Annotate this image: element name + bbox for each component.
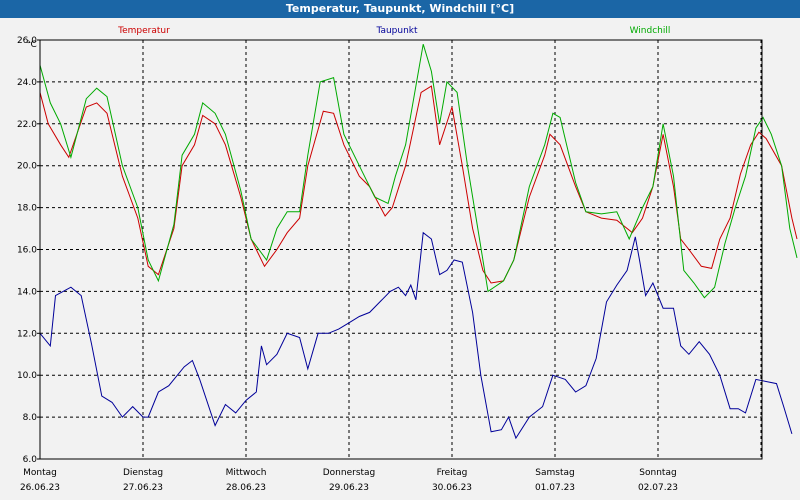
series-line-windchill bbox=[39, 44, 798, 299]
series-line-taupunkt bbox=[39, 231, 793, 440]
x-tick-day: Samstag bbox=[535, 468, 574, 478]
x-tick-label: Dienstag 27.06.23 bbox=[123, 468, 163, 493]
y-tick-label: 14.0 bbox=[17, 287, 37, 297]
plot-area: 6.0 8.0 10.0 12.0 14.0 16.0 18.0 20.0 22.0 24.0 26… bbox=[0, 18, 800, 500]
x-tick-date: 29.06.23 bbox=[329, 483, 369, 493]
y-tick-label: 18.0 bbox=[17, 204, 37, 214]
x-tick-label: Donnerstag 29.06.23 bbox=[323, 468, 376, 493]
series-line-temperatur bbox=[39, 85, 798, 284]
y-axis-unit: °C bbox=[26, 40, 37, 50]
x-tick-date: 30.06.23 bbox=[432, 483, 472, 493]
y-tick-label: 10.0 bbox=[17, 371, 37, 381]
x-tick-date: 02.07.23 bbox=[638, 483, 678, 493]
x-tick-day: Montag bbox=[23, 468, 57, 478]
x-tick-label: Mittwoch 28.06.23 bbox=[226, 468, 267, 493]
grid bbox=[40, 39, 762, 460]
x-tick-day: Donnerstag bbox=[323, 468, 376, 478]
x-tick-label: Montag 26.06.23 bbox=[20, 468, 60, 493]
y-tick-label: 8.0 bbox=[23, 413, 38, 423]
x-tick-date: 27.06.23 bbox=[123, 483, 163, 493]
y-tick-label: 16.0 bbox=[17, 246, 37, 256]
series-group bbox=[39, 44, 798, 440]
y-tick-label: 24.0 bbox=[17, 78, 37, 88]
x-tick-date: 01.07.23 bbox=[535, 483, 575, 493]
legend: Temperatur Taupunkt Windchill bbox=[117, 26, 670, 36]
x-tick-date: 26.06.23 bbox=[20, 483, 60, 493]
y-tick-label: 26.0 bbox=[17, 36, 37, 46]
x-tick-day: Mittwoch bbox=[226, 468, 267, 478]
y-tick-label: 6.0 bbox=[23, 455, 38, 465]
y-tick-label: 12.0 bbox=[17, 329, 37, 339]
x-tick-date: 28.06.23 bbox=[226, 483, 266, 493]
x-axis-labels: Montag 26.06.23 Dienstag 27.06.23 Mittwoch 28… bbox=[20, 468, 678, 493]
x-tick-label: Samstag 01.07.23 bbox=[535, 468, 575, 493]
x-tick-label: Sonntag 02.07.23 bbox=[638, 468, 678, 493]
chart-title: Temperatur, Taupunkt, Windchill [°C] bbox=[0, 0, 800, 18]
legend-windchill: Windchill bbox=[630, 26, 671, 36]
legend-temperatur: Temperatur bbox=[117, 26, 170, 36]
x-tick-day: Dienstag bbox=[123, 468, 163, 478]
x-tick-day: Freitag bbox=[437, 468, 468, 478]
y-tick-label: 22.0 bbox=[17, 120, 37, 130]
chart-svg: 6.0 8.0 10.0 12.0 14.0 16.0 18.0 20.0 22.0 24.0 26… bbox=[17, 26, 798, 493]
x-tick-day: Sonntag bbox=[639, 468, 676, 478]
y-tick-label: 20.0 bbox=[17, 162, 37, 172]
y-axis-labels: 6.0 8.0 10.0 12.0 14.0 16.0 18.0 20.0 22.0 24.0 26… bbox=[17, 36, 40, 465]
x-tick-label: Freitag 30.06.23 bbox=[432, 468, 472, 493]
legend-taupunkt: Taupunkt bbox=[375, 26, 418, 36]
